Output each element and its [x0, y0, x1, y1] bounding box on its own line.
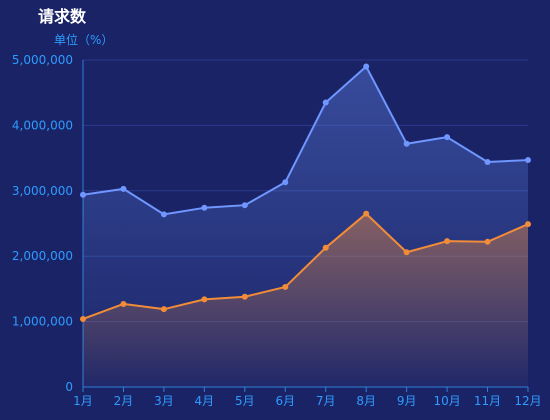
data-point — [484, 159, 491, 166]
data-point — [484, 238, 491, 245]
y-tick-label: 5,000,000 — [12, 53, 73, 67]
data-point — [363, 63, 370, 70]
y-tick-label: 3,000,000 — [12, 184, 73, 198]
data-point — [403, 140, 410, 147]
chart-title: 请求数 — [38, 7, 87, 26]
x-tick-label: 2月 — [114, 394, 134, 408]
y-tick-label: 0 — [65, 380, 73, 394]
y-tick-label: 2,000,000 — [12, 249, 73, 263]
x-tick-label: 11月 — [474, 394, 501, 408]
data-point — [444, 238, 451, 245]
unit-label: 单位（%） — [54, 33, 114, 47]
x-tick-label: 5月 — [235, 394, 255, 408]
x-tick-label: 12月 — [514, 394, 541, 408]
data-point — [322, 244, 329, 251]
data-point — [525, 221, 531, 228]
data-point — [322, 99, 329, 106]
data-point — [403, 249, 410, 256]
data-point — [160, 306, 167, 313]
data-point — [80, 315, 86, 322]
data-point — [120, 300, 127, 307]
x-tick-label: 7月 — [316, 394, 336, 408]
x-tick-label: 8月 — [356, 394, 376, 408]
series-line — [82, 65, 529, 216]
data-point — [444, 134, 451, 141]
data-point — [201, 204, 208, 211]
data-point — [160, 211, 167, 218]
x-tick-label: 1月 — [73, 394, 93, 408]
data-point — [201, 296, 208, 303]
series-line — [82, 212, 529, 320]
x-tick-label: 4月 — [195, 394, 215, 408]
data-point — [282, 179, 289, 186]
data-point — [120, 185, 127, 192]
data-point — [80, 191, 86, 198]
x-tick-label: 10月 — [433, 394, 460, 408]
data-point — [525, 157, 531, 164]
x-tick-label: 6月 — [275, 394, 295, 408]
data-point — [241, 202, 248, 209]
x-tick-label: 3月 — [154, 394, 174, 408]
data-point — [363, 210, 370, 217]
y-tick-label: 4,000,000 — [12, 118, 73, 132]
series-area — [83, 213, 528, 387]
y-tick-label: 1,000,000 — [12, 315, 73, 329]
data-point — [282, 283, 289, 290]
x-tick-label: 9月 — [397, 394, 417, 408]
data-point — [241, 293, 248, 300]
